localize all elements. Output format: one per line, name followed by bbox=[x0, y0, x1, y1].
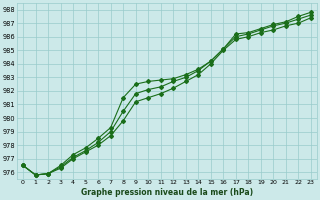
X-axis label: Graphe pression niveau de la mer (hPa): Graphe pression niveau de la mer (hPa) bbox=[81, 188, 253, 197]
